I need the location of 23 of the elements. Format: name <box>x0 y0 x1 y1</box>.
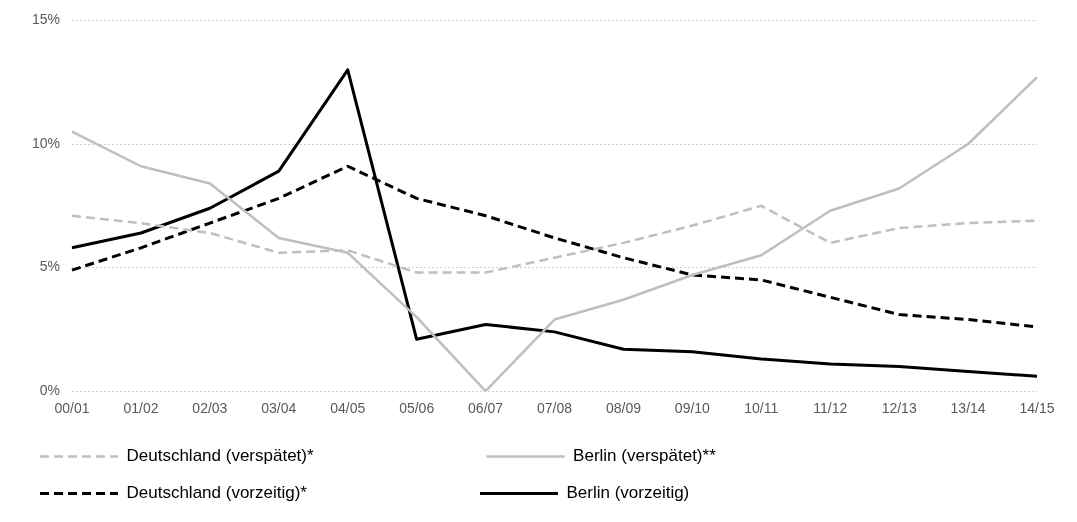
x-tick-label: 10/11 <box>744 400 779 417</box>
y-tick-label: 15% <box>31 11 61 28</box>
x-tick-label: 12/13 <box>881 400 917 417</box>
x-tick-label: 03/04 <box>261 400 297 417</box>
y-tick-label: 10% <box>31 134 61 151</box>
legend-label: Berlin (verspätet)** <box>573 446 869 466</box>
legend-label: Deutschland (verspätet)* <box>126 446 467 466</box>
x-tick-label: 09/10 <box>674 400 711 417</box>
x-tick-label: 02/03 <box>192 400 228 417</box>
x-tick-label: 05/06 <box>399 400 435 417</box>
x-tick-label: 13/14 <box>950 400 986 417</box>
x-tick-label: 11/12 <box>813 400 848 417</box>
x-tick-label: 06/07 <box>468 400 504 417</box>
x-tick-label: 00/01 <box>54 400 90 417</box>
x-tick-label: 07/08 <box>536 400 573 417</box>
x-tick-label: 08/09 <box>605 400 642 417</box>
legend-label: Berlin (vorzeitig) <box>566 483 843 503</box>
y-tick-label: 0% <box>39 382 61 399</box>
x-tick-label: 01/02 <box>123 400 159 417</box>
legend-label: Deutschland (vorzeitig)* <box>126 483 460 503</box>
y-tick-label: 5% <box>39 258 61 275</box>
x-tick-label: 14/15 <box>1019 400 1055 417</box>
x-tick-label: 04/05 <box>330 400 366 417</box>
